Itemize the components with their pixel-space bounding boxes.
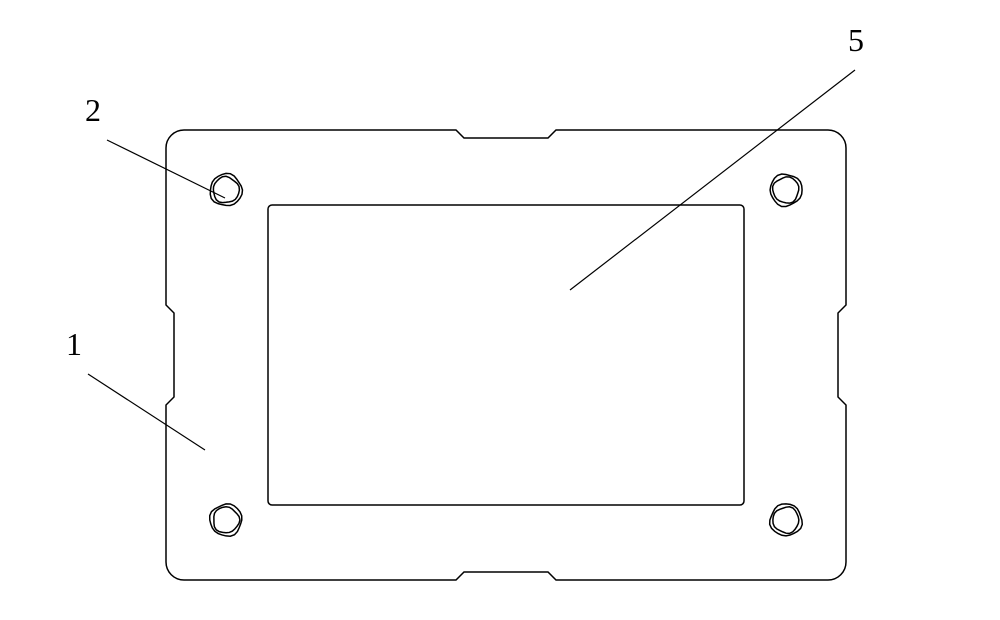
callout-label-2: 2 xyxy=(85,92,101,129)
callout-label-1: 1 xyxy=(66,326,82,363)
mounting-hole-inner xyxy=(214,507,240,533)
mounting-hole-inner xyxy=(213,176,239,202)
mounting-hole-outer xyxy=(210,173,242,205)
leader-line xyxy=(570,70,855,290)
leader-line xyxy=(88,374,205,450)
mounting-hole-outer xyxy=(770,174,802,206)
mounting-hole-inner xyxy=(773,177,799,203)
callout-label-5: 5 xyxy=(848,22,864,59)
mounting-hole-inner xyxy=(773,507,799,534)
inner-window xyxy=(268,205,744,505)
mounting-hole-outer xyxy=(770,504,803,536)
